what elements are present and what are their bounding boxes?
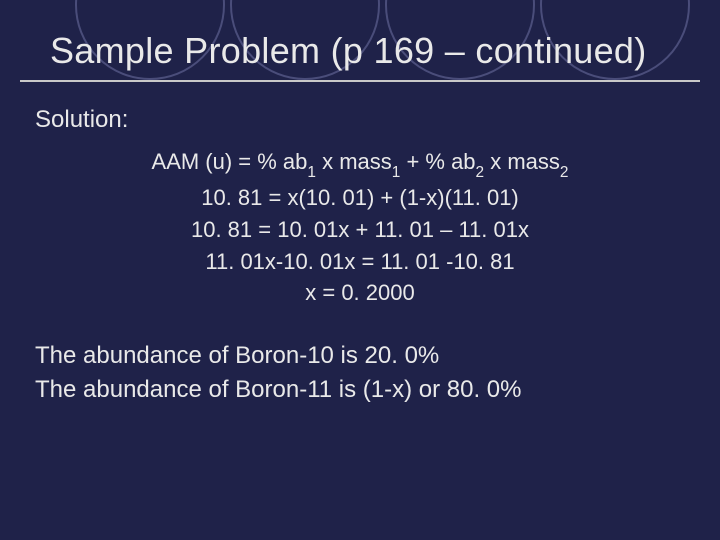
equation-text: AAM (u) = % ab	[152, 149, 308, 174]
equation-line: 10. 81 = 10. 01x + 11. 01 – 11. 01x	[35, 214, 685, 246]
equation-block: AAM (u) = % ab1 x mass1 + % ab2 x mass2 …	[35, 146, 685, 309]
slide-title: Sample Problem (p 169 – continued)	[20, 0, 700, 82]
equation-line: 11. 01x-10. 01x = 11. 01 -10. 81	[35, 246, 685, 278]
subscript: 1	[307, 164, 316, 181]
equation-text: + % ab	[400, 149, 475, 174]
equation-text: x mass	[316, 149, 392, 174]
slide-content: Solution: AAM (u) = % ab1 x mass1 + % ab…	[0, 106, 720, 406]
solution-label: Solution:	[35, 106, 685, 134]
equation-line: AAM (u) = % ab1 x mass1 + % ab2 x mass2	[35, 146, 685, 182]
subscript: 2	[560, 164, 569, 181]
subscript: 1	[392, 164, 401, 181]
equation-text: x mass	[484, 149, 560, 174]
answer-line: The abundance of Boron-11 is (1-x) or 80…	[35, 373, 685, 407]
answer-line: The abundance of Boron-10 is 20. 0%	[35, 339, 685, 373]
subscript: 2	[476, 164, 485, 181]
answer-block: The abundance of Boron-10 is 20. 0% The …	[35, 339, 685, 406]
equation-line: x = 0. 2000	[35, 277, 685, 309]
equation-line: 10. 81 = x(10. 01) + (1-x)(11. 01)	[35, 182, 685, 214]
